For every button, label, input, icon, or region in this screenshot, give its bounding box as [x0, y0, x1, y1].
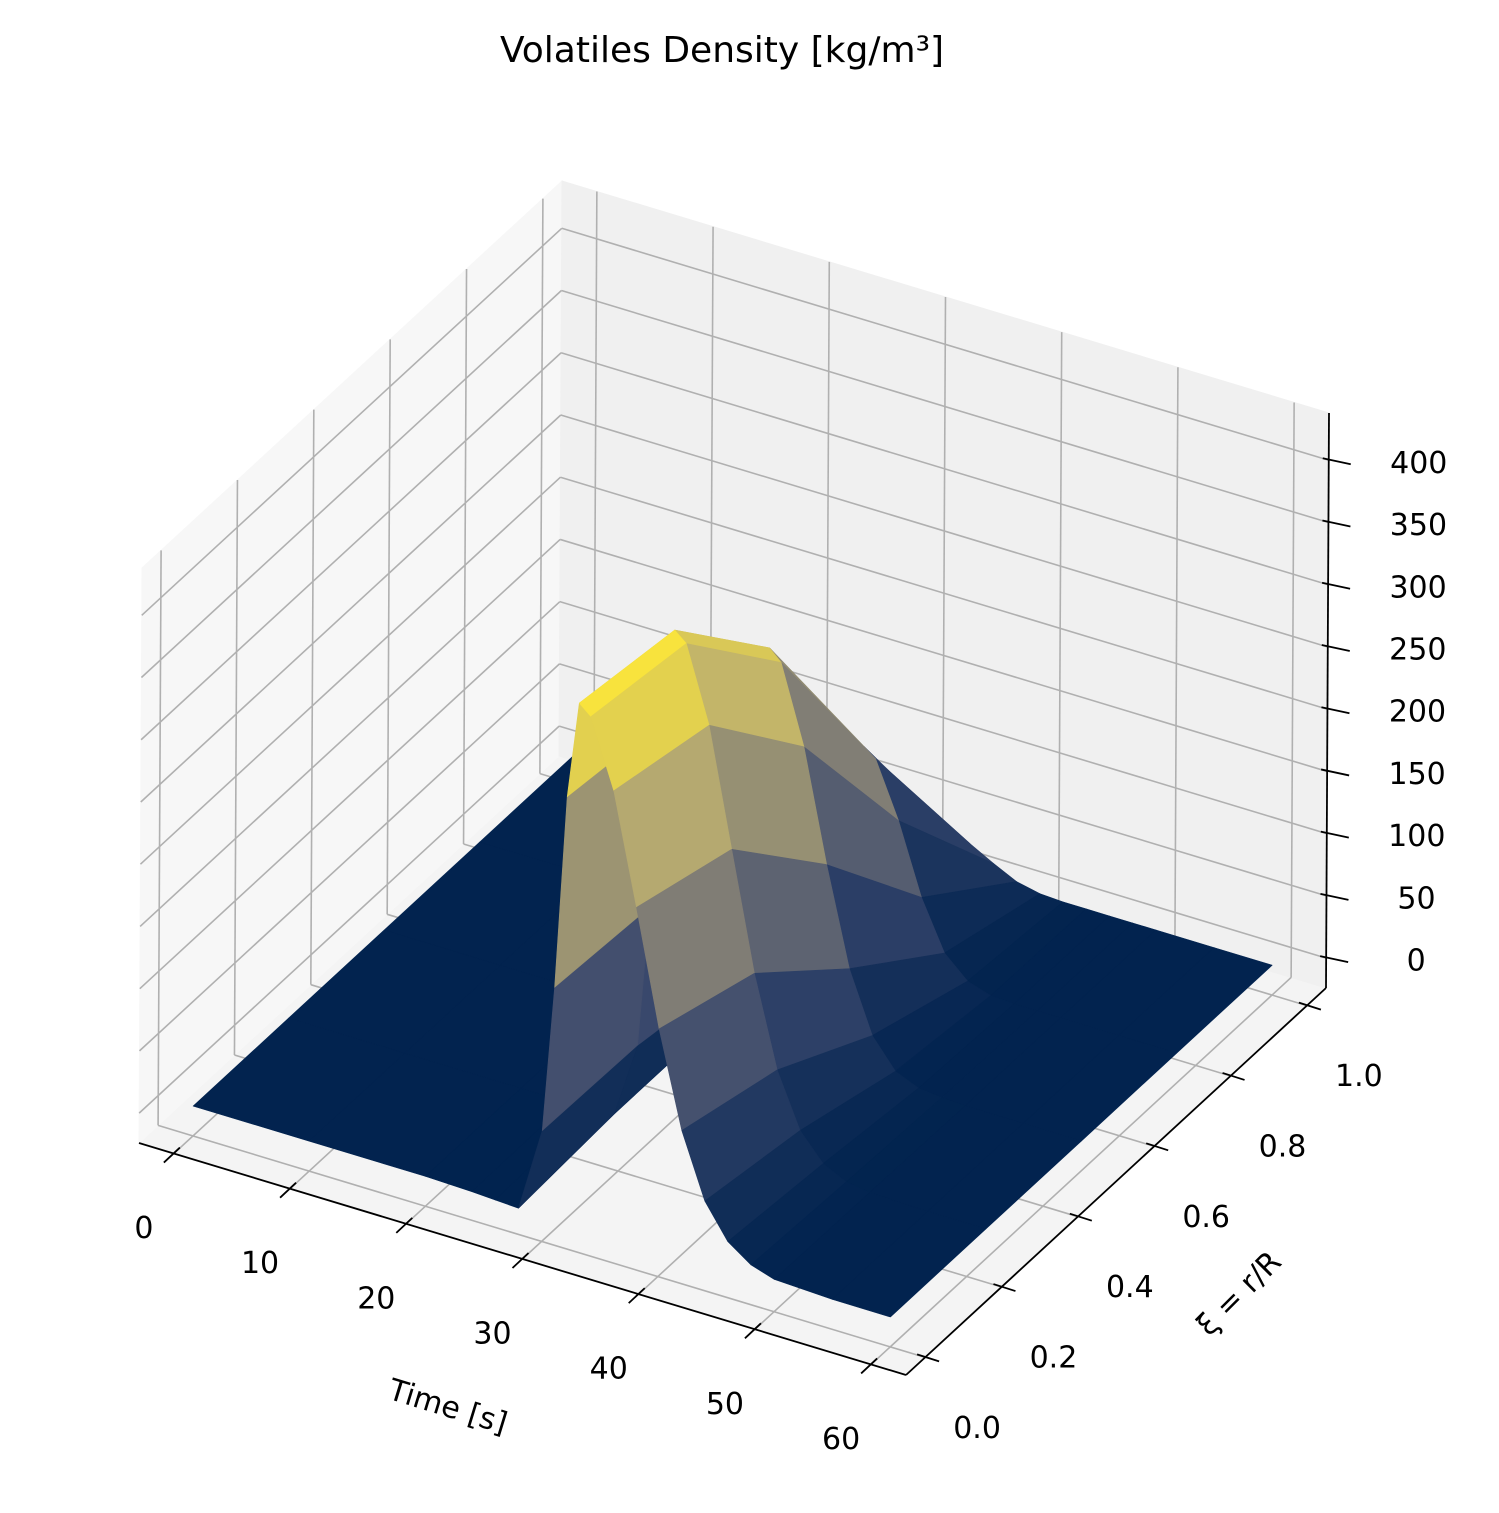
grid-line [233, 480, 239, 1056]
y-axis-label: ξ = r/R [1190, 1245, 1288, 1343]
grid-line [560, 414, 1329, 648]
y-tick-label: 0.8 [1259, 1129, 1307, 1164]
x-tick [860, 1357, 878, 1375]
x-tick [279, 1182, 297, 1199]
z-tick-label: 350 [1390, 508, 1447, 543]
z-tick [1321, 581, 1351, 590]
grid-line [1057, 332, 1063, 908]
y-tick-label: 1.0 [1335, 1059, 1383, 1094]
grid-line [559, 538, 1328, 773]
grid-line [941, 296, 947, 873]
grid-line [310, 409, 315, 985]
y-tick [1145, 1142, 1169, 1152]
z-tick [1321, 644, 1350, 652]
y-axis-line [905, 987, 1327, 1376]
z-tick [1319, 955, 1349, 964]
x-tick [744, 1322, 762, 1339]
grid-line [539, 198, 544, 774]
y-tick [1069, 1212, 1093, 1222]
grid-line [141, 227, 563, 616]
grid-line [561, 227, 1329, 462]
z-tick-label: 200 [1389, 695, 1446, 730]
y-tick-label: 0.4 [1106, 1270, 1154, 1305]
grid-line [139, 538, 561, 928]
x-tick-label: 0 [134, 1211, 153, 1246]
grid-line [140, 352, 562, 741]
z-tick-label: 400 [1390, 446, 1447, 481]
x-tick [511, 1252, 530, 1269]
y-tick-label: 0.2 [1030, 1341, 1078, 1376]
grid-line [560, 476, 1328, 710]
x-tick-label: 50 [706, 1387, 744, 1422]
grid-line [157, 1124, 926, 1359]
y-tick [1222, 1072, 1245, 1081]
grid-line [157, 550, 162, 1126]
x-tick [163, 1146, 181, 1164]
chart-title: Volatiles Density [kg/m³] [500, 30, 944, 71]
x-tick [395, 1217, 413, 1234]
z-tick [1321, 706, 1350, 715]
x-tick-label: 20 [357, 1281, 395, 1316]
grid-line [561, 289, 1329, 524]
z-tick [1322, 457, 1351, 466]
grid-line [138, 663, 561, 1052]
x-tick-label: 60 [822, 1422, 860, 1457]
y-tick-label: 0.0 [953, 1411, 1001, 1446]
z-tick [1322, 519, 1351, 528]
x-tick [628, 1287, 646, 1304]
x-tick-label: 10 [241, 1246, 279, 1281]
z-tick [1320, 830, 1349, 839]
grid-line [462, 268, 468, 844]
y-tick [993, 1283, 1016, 1292]
grid-line [139, 601, 561, 990]
z-tick-label: 150 [1388, 757, 1445, 792]
grid-line [1174, 367, 1179, 943]
grid-line [139, 476, 561, 865]
z-tick-label: 50 [1397, 881, 1435, 916]
grid-line [138, 725, 560, 1114]
z-tick [1320, 768, 1350, 777]
surface-cell [831, 1211, 987, 1318]
y-tick [916, 1353, 940, 1363]
grid-line [593, 191, 598, 767]
z-tick-label: 0 [1407, 944, 1426, 979]
z-tick [1320, 893, 1349, 901]
z-axis-line [1325, 412, 1330, 989]
x-axis-label: Time [s] [383, 1372, 511, 1441]
grid-line [140, 289, 562, 679]
z-tick-label: 300 [1389, 570, 1446, 605]
y-tick [1298, 1001, 1322, 1011]
grid-line [1290, 402, 1295, 978]
x-tick-label: 40 [590, 1352, 628, 1387]
z-tick-label: 100 [1388, 819, 1445, 854]
grid-line [870, 976, 1292, 1366]
y-tick-label: 0.6 [1182, 1200, 1230, 1235]
z-tick-label: 250 [1389, 632, 1446, 667]
x-tick-label: 30 [473, 1317, 511, 1352]
grid-line [140, 414, 562, 803]
grid-line [560, 351, 1329, 586]
grid-line [386, 339, 391, 915]
